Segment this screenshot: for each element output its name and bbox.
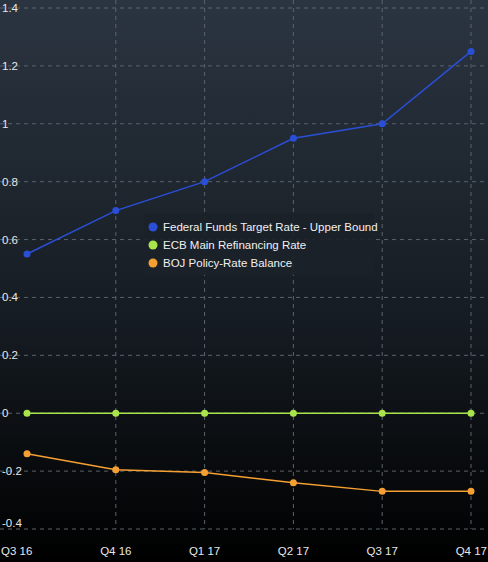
legend-label: Federal Funds Target Rate - Upper Bound	[163, 221, 378, 233]
series-point	[24, 450, 31, 457]
series-point	[24, 251, 31, 258]
grid-line	[471, 0, 472, 529]
x-tick-label: Q3 16	[1, 545, 32, 557]
series-line	[27, 51, 471, 254]
series-point	[24, 410, 31, 417]
legend-marker	[149, 223, 158, 232]
y-tick-label: -0.4	[2, 517, 22, 529]
grid	[0, 0, 488, 529]
legend-marker	[149, 259, 158, 268]
grid-line	[115, 0, 116, 529]
x-tick-label: Q3 17	[367, 545, 398, 557]
series-point	[201, 410, 208, 417]
series-line	[27, 454, 471, 492]
series-point	[201, 469, 208, 476]
series-point	[379, 488, 386, 495]
grid-line	[382, 0, 383, 529]
series-point	[290, 479, 297, 486]
series-point	[379, 410, 386, 417]
series-point	[112, 207, 119, 214]
series-point	[379, 120, 386, 127]
series-point	[290, 135, 297, 142]
y-tick-label: 0.2	[2, 349, 18, 361]
x-tick-label: Q4 16	[100, 545, 131, 557]
x-tick-label: Q1 17	[189, 545, 220, 557]
y-tick-label: 0.6	[2, 234, 18, 246]
plot-data	[24, 48, 475, 495]
series-line	[27, 412, 471, 414]
chart: -0.4 -0.2 0 0.2 0.4 0.6 0.8 1 1.2 1.4 Q3 16 Q4 16 Q1…	[0, 0, 488, 562]
series-point	[112, 410, 119, 417]
background	[0, 0, 488, 562]
grid-line	[0, 413, 488, 414]
series-point	[290, 410, 297, 417]
grid-line	[0, 471, 488, 472]
grid-line	[0, 297, 488, 298]
y-tick-label: 0	[2, 407, 8, 419]
y-tick-label: 0.8	[2, 176, 18, 188]
grid-line	[0, 65, 488, 66]
grid-line	[0, 355, 488, 356]
legend-label: ECB Main Refinancing Rate	[163, 239, 306, 251]
legend-marker	[149, 241, 158, 250]
x-tick-label: Q2 17	[278, 545, 309, 557]
y-tick-label: 0.4	[2, 291, 19, 303]
series-point	[468, 410, 475, 417]
y-tick-label: 1.2	[2, 60, 18, 72]
y-tick-label: -0.2	[2, 465, 22, 477]
grid-line	[0, 529, 488, 530]
x-tick-label: Q4 17	[456, 545, 487, 557]
series-point	[468, 488, 475, 495]
legend: Federal Funds Target Rate - Upper Bound E…	[144, 213, 378, 275]
y-tick-label: 1.4	[2, 2, 19, 14]
series-point	[468, 48, 475, 55]
series-point	[112, 466, 119, 473]
grid-line	[0, 123, 488, 124]
grid-line	[0, 181, 488, 182]
grid-line	[0, 8, 488, 9]
legend-label: BOJ Policy-Rate Balance	[163, 257, 292, 269]
y-tick-label: 1	[2, 118, 8, 130]
series-point	[201, 178, 208, 185]
